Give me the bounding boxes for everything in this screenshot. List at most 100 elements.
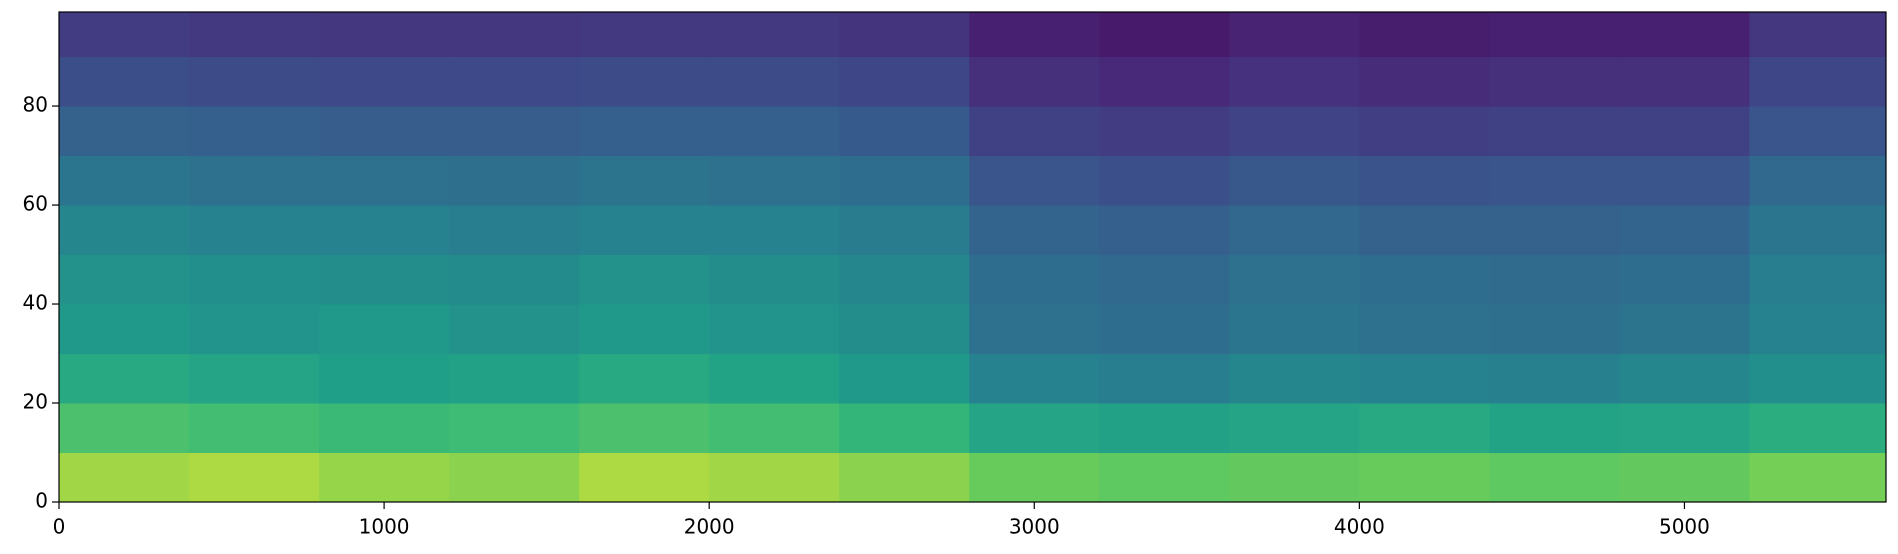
heatmap-cell — [839, 106, 970, 157]
heatmap-cell — [839, 452, 970, 503]
heatmap-cell — [1489, 106, 1620, 157]
heatmap-cell — [449, 304, 580, 355]
heatmap-cell — [59, 12, 190, 58]
heatmap-cell — [1489, 304, 1620, 355]
heatmap-cell — [1229, 254, 1360, 305]
heatmap-cell — [969, 403, 1100, 454]
heatmap-cell — [59, 56, 190, 107]
y-tick-label: 0 — [35, 489, 48, 513]
heatmap-cell — [839, 403, 970, 454]
heatmap-cell — [969, 106, 1100, 157]
heatmap-cell — [579, 155, 710, 206]
heatmap-cell — [319, 353, 450, 404]
heatmap-cell — [839, 353, 970, 404]
heatmap-cell — [449, 12, 580, 58]
plot-frame — [58, 11, 1887, 503]
heatmap-cell — [1099, 12, 1230, 58]
heatmap-cell — [969, 254, 1100, 305]
heatmap-cell — [1489, 12, 1620, 58]
heatmap-cell — [189, 155, 320, 206]
heatmap-cell — [59, 205, 190, 256]
heatmap-cell — [449, 56, 580, 107]
y-tick-label: 40 — [23, 291, 48, 315]
heatmap-cell — [969, 12, 1100, 58]
heatmap-cell — [1749, 12, 1887, 58]
heatmap-cell — [1619, 304, 1750, 355]
heatmap-cell — [59, 155, 190, 206]
x-tick-label: 2000 — [684, 515, 735, 539]
heatmap-cell — [189, 56, 320, 107]
heatmap-cell — [1749, 353, 1887, 404]
heatmap-cell — [449, 254, 580, 305]
heatmap-cell — [1099, 452, 1230, 503]
heatmap-cell — [1619, 12, 1750, 58]
heatmap-cell — [189, 403, 320, 454]
y-tick-label: 80 — [23, 93, 48, 117]
heatmap-cell — [1359, 304, 1490, 355]
heatmap-cell — [59, 452, 190, 503]
heatmap-cell — [1099, 254, 1230, 305]
heatmap-cell — [709, 452, 840, 503]
heatmap-cell — [1359, 12, 1490, 58]
heatmap-cell — [1489, 254, 1620, 305]
heatmap-cell — [709, 106, 840, 157]
heatmap-cell — [319, 106, 450, 157]
heatmap-cell — [579, 304, 710, 355]
heatmap-cell — [579, 106, 710, 157]
heatmap-cell — [1619, 106, 1750, 157]
heatmap-cell — [709, 155, 840, 206]
heatmap-cell — [1619, 155, 1750, 206]
x-tick-label: 4000 — [1334, 515, 1385, 539]
heatmap-cell — [1359, 452, 1490, 503]
heatmap-cell — [1489, 56, 1620, 107]
heatmap-cell — [59, 353, 190, 404]
heatmap-cell — [839, 304, 970, 355]
heatmap-cell — [449, 452, 580, 503]
heatmap-cell — [1229, 12, 1360, 58]
heatmap-cell — [59, 304, 190, 355]
heatmap-cell — [1099, 403, 1230, 454]
heatmap-cell — [1749, 56, 1887, 107]
heatmap-cell — [969, 353, 1100, 404]
heatmap-cell — [319, 155, 450, 206]
x-tick-label: 3000 — [1009, 515, 1060, 539]
heatmap-cell — [1359, 106, 1490, 157]
heatmap-cell — [1359, 254, 1490, 305]
heatmap-cell — [1749, 403, 1887, 454]
heatmap-cell — [709, 12, 840, 58]
heatmap-cell — [319, 12, 450, 58]
heatmap-cell — [969, 155, 1100, 206]
heatmap-cell — [579, 403, 710, 454]
heatmap-cell — [1229, 205, 1360, 256]
heatmap-cell — [1489, 155, 1620, 206]
heatmap-cell — [579, 205, 710, 256]
x-tick-label: 1000 — [359, 515, 410, 539]
heatmap-cell — [59, 106, 190, 157]
heatmap-cell — [1749, 155, 1887, 206]
heatmap-cell — [1229, 353, 1360, 404]
heatmap-cell — [1099, 205, 1230, 256]
heatmap-cell — [189, 304, 320, 355]
heatmap-cell — [319, 452, 450, 503]
y-tick-label: 20 — [23, 390, 48, 414]
heatmap-cell — [1099, 106, 1230, 157]
heatmap-cell — [319, 254, 450, 305]
heatmap-cell — [709, 56, 840, 107]
heatmap-cell — [709, 304, 840, 355]
heatmap-cell — [1359, 403, 1490, 454]
heatmap-cell — [579, 56, 710, 107]
heatmap-cell — [1619, 403, 1750, 454]
heatmap-cell — [1619, 452, 1750, 503]
heatmap-cell — [1749, 452, 1887, 503]
heatmap-cell — [969, 452, 1100, 503]
heatmap-cell — [189, 106, 320, 157]
heatmap-cell — [969, 304, 1100, 355]
heatmap-cell — [579, 452, 710, 503]
heatmap-cell — [839, 56, 970, 107]
heatmap-cell — [839, 205, 970, 256]
heatmap-cell — [579, 353, 710, 404]
heatmap-cell — [839, 12, 970, 58]
heatmap-cell — [1749, 304, 1887, 355]
heatmap-cell — [189, 452, 320, 503]
